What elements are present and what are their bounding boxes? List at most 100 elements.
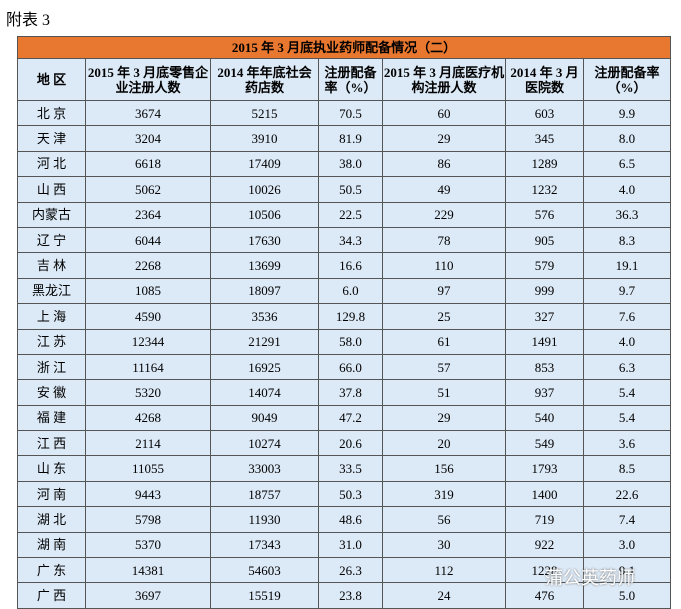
cell: 33003: [210, 455, 319, 482]
cell: 10506: [210, 201, 319, 228]
cell: 19.1: [582, 252, 672, 279]
table: 2015 年 3 月底执业药师配备情况（二）地 区 2015 年 3 月底零售企业…: [16, 36, 672, 609]
region-cell: 内蒙古: [17, 201, 86, 228]
cell: 23.8: [318, 582, 383, 609]
data-row: 福 建 4268 9049 47.2 29 540 5.4: [17, 404, 672, 432]
cell: 17409: [210, 150, 319, 178]
cell: 18757: [210, 480, 319, 508]
cell: 110: [382, 252, 506, 279]
header-row: 地 区 2015 年 3 月底零售企业注册人数 2014 年年底社会药店数 注册配备率…: [17, 58, 672, 101]
cell: 5370: [85, 531, 211, 559]
data-row: 安 徽 5320 14074 37.8 51 937 5.4: [17, 379, 672, 406]
cell: 3910: [210, 125, 319, 152]
data-row: 河 北 6618 17409 38.0 86 1289 6.5: [17, 150, 672, 178]
title-row: 2015 年 3 月底执业药师配备情况（二）: [16, 36, 672, 59]
cell: 3697: [85, 582, 211, 609]
cell: 2114: [85, 430, 211, 457]
cell: 2268: [85, 252, 211, 279]
data-row: 湖 南 5370 17343 31.0 30 922 3.0: [17, 531, 672, 559]
cell: 6044: [85, 226, 211, 254]
cell: 6.3: [582, 353, 672, 381]
cell: 38.0: [318, 150, 383, 178]
region-cell: 辽 宁: [17, 226, 86, 254]
cell: 21291: [210, 328, 319, 355]
region-cell: 湖 北: [17, 506, 86, 533]
region-cell: 湖 南: [17, 531, 86, 559]
cell: 1232: [505, 176, 584, 203]
cell: 5.4: [582, 404, 672, 432]
column-header: 2014 年 3 月医院数: [505, 58, 584, 101]
cell: 30: [382, 531, 506, 559]
region-cell: 北 京: [17, 99, 86, 127]
cell: 2364: [85, 201, 211, 228]
cell: 50.5: [318, 176, 383, 203]
cell: 86: [382, 150, 506, 178]
cell: 922: [505, 531, 584, 559]
cell: 50.3: [318, 480, 383, 508]
data-row: 江 苏 12344 21291 58.0 61 1491 4.0: [17, 328, 672, 355]
cell: 9.7: [582, 277, 672, 305]
data-row: 山 西 5062 10026 50.5 49 1232 4.0: [17, 176, 672, 203]
cell: 9.9: [582, 99, 672, 127]
cell: 5062: [85, 176, 211, 203]
cell: 8.3: [582, 226, 672, 254]
data-row: 广 东 14381 54603 26.3 112 1228 9.1: [17, 557, 672, 584]
column-header: 地 区: [17, 58, 86, 101]
data-row: 北 京 3674 5215 70.5 60 603 9.9: [17, 99, 672, 127]
cell: 31.0: [318, 531, 383, 559]
cell: 549: [505, 430, 584, 457]
cell: 6.5: [582, 150, 672, 178]
cell: 29: [382, 404, 506, 432]
cell: 8.0: [582, 125, 672, 152]
cell: 156: [382, 455, 506, 482]
cell: 540: [505, 404, 584, 432]
cell: 999: [505, 277, 584, 305]
cell: 1793: [505, 455, 584, 482]
cell: 22.6: [582, 480, 672, 508]
cell: 345: [505, 125, 584, 152]
cell: 5798: [85, 506, 211, 533]
cell: 5215: [210, 99, 319, 127]
cell: 5320: [85, 379, 211, 406]
cell: 54603: [210, 557, 319, 584]
cell: 81.9: [318, 125, 383, 152]
cell: 6618: [85, 150, 211, 178]
cell: 51: [382, 379, 506, 406]
region-cell: 吉 林: [17, 252, 86, 279]
cell: 937: [505, 379, 584, 406]
cell: 57: [382, 353, 506, 381]
cell: 34.3: [318, 226, 383, 254]
cell: 61: [382, 328, 506, 355]
cell: 229: [382, 201, 506, 228]
cell: 16.6: [318, 252, 383, 279]
column-header: 2015 年 3 月底医疗机构注册人数: [382, 58, 506, 101]
cell: 20: [382, 430, 506, 457]
region-cell: 江 西: [17, 430, 86, 457]
region-cell: 上 海: [17, 303, 86, 330]
cell: 14381: [85, 557, 211, 584]
cell: 3.0: [582, 531, 672, 559]
cell: 29: [382, 125, 506, 152]
cell: 20.6: [318, 430, 383, 457]
cell: 58.0: [318, 328, 383, 355]
cell: 9443: [85, 480, 211, 508]
column-header: 2015 年 3 月底零售企业注册人数: [85, 58, 211, 101]
region-cell: 安 徽: [17, 379, 86, 406]
appendix-label: 附表 3: [6, 12, 51, 29]
data-row: 广 西 3697 15519 23.8 24 476 5.0: [17, 582, 672, 609]
cell: 905: [505, 226, 584, 254]
data-row: 内蒙古 2364 10506 22.5 229 576 36.3: [17, 201, 672, 228]
data-row: 湖 北 5798 11930 48.6 56 719 7.4: [17, 506, 672, 533]
cell: 4.0: [582, 328, 672, 355]
data-row: 上 海 4590 3536 129.8 25 327 7.6: [17, 303, 672, 330]
cell: 5.0: [582, 582, 672, 609]
cell: 853: [505, 353, 584, 381]
cell: 9.1: [582, 557, 672, 584]
cell: 603: [505, 99, 584, 127]
column-header: 注册配备率（%）: [582, 58, 672, 101]
cell: 11055: [85, 455, 211, 482]
cell: 129.8: [318, 303, 383, 330]
column-header: 2014 年年底社会药店数: [210, 58, 319, 101]
cell: 112: [382, 557, 506, 584]
